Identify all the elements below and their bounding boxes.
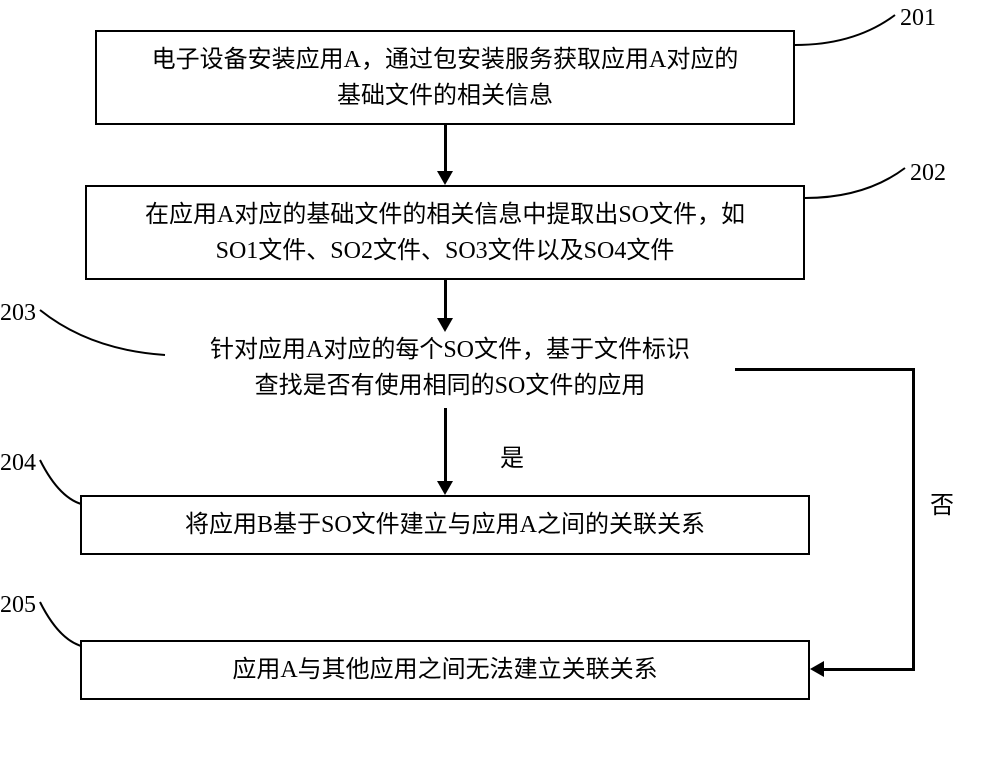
process-node-201: 电子设备安装应用A，通过包安装服务获取应用A对应的基础文件的相关信息 [95, 30, 795, 125]
node-204-text: 将应用B基于SO文件建立与应用A之间的关联关系 [185, 507, 705, 543]
node-202-text: 在应用A对应的基础文件的相关信息中提取出SO文件，如SO1文件、SO2文件、SO… [145, 197, 745, 269]
arrowhead-no-205 [810, 661, 824, 677]
ref-205: 205 [0, 592, 36, 619]
flowchart-container: 电子设备安装应用A，通过包安装服务获取应用A对应的基础文件的相关信息 201 在… [0, 0, 1000, 767]
no-line-h2 [824, 668, 915, 671]
arrowhead-dec-204 [437, 481, 453, 495]
leader-203 [40, 310, 170, 360]
decision-text-content: 针对应用A对应的每个SO文件，基于文件标识查找是否有使用相同的SO文件的应用 [210, 337, 690, 399]
node-205-text: 应用A与其他应用之间无法建立关联关系 [232, 652, 657, 688]
process-node-204: 将应用B基于SO文件建立与应用A之间的关联关系 [80, 495, 810, 555]
process-node-202: 在应用A对应的基础文件的相关信息中提取出SO文件，如SO1文件、SO2文件、SO… [85, 185, 805, 280]
arrowhead-201-202 [437, 171, 453, 185]
ref-204: 204 [0, 450, 36, 477]
decision-node: 针对应用A对应的每个SO文件，基于文件标识查找是否有使用相同的SO文件的应用 [165, 332, 735, 404]
ref-201: 201 [900, 5, 936, 32]
arrow-dec-204 [444, 408, 447, 483]
process-node-205: 应用A与其他应用之间无法建立关联关系 [80, 640, 810, 700]
arrowhead-202-dec [437, 318, 453, 332]
no-label: 否 [930, 485, 954, 520]
no-line-v [912, 368, 915, 670]
arrow-202-dec [444, 280, 447, 320]
node-201-text: 电子设备安装应用A，通过包安装服务获取应用A对应的基础文件的相关信息 [152, 42, 739, 114]
arrow-201-202 [444, 125, 447, 173]
yes-label: 是 [500, 438, 524, 473]
ref-202: 202 [910, 160, 946, 187]
no-line-h1 [735, 368, 915, 371]
ref-203: 203 [0, 300, 36, 327]
